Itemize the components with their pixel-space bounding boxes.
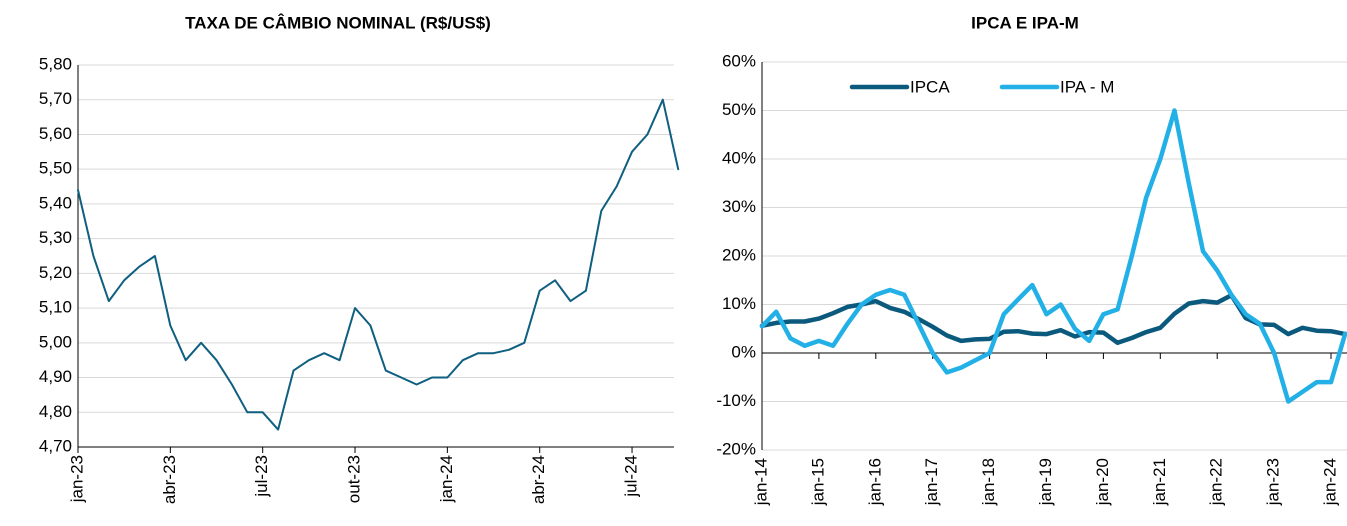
y-tick-label: -20% <box>716 439 756 458</box>
x-tick-label: jan-24 <box>1320 458 1339 506</box>
y-tick-label: 4,70 <box>39 436 72 455</box>
x-tick-label: jul-23 <box>252 455 271 498</box>
y-tick-label: 5,00 <box>39 332 72 351</box>
x-tick-label: jan-15 <box>808 458 827 506</box>
x-tick-label: jan-21 <box>1150 458 1169 506</box>
y-tick-label: 5,20 <box>39 263 72 282</box>
y-tick-label: 5,50 <box>39 159 72 178</box>
x-tick-label: jan-23 <box>67 455 86 503</box>
y-tick-label: 5,60 <box>39 124 72 143</box>
x-tick-label: abr-24 <box>529 455 548 504</box>
y-tick-label: 50% <box>722 100 756 119</box>
x-tick-label: jan-24 <box>437 455 456 503</box>
y-tick-label: 5,10 <box>39 298 72 317</box>
y-tick-label: 5,70 <box>39 89 72 108</box>
x-tick-label: jan-20 <box>1093 458 1112 506</box>
x-tick-label: abr-23 <box>160 455 179 504</box>
x-tick-label: jan-17 <box>922 458 941 506</box>
y-tick-label: 40% <box>722 148 756 167</box>
y-tick-label: 5,30 <box>39 228 72 247</box>
legend-label: IPA - M <box>1060 77 1114 96</box>
chart-title: IPCA E IPA-M <box>971 13 1079 32</box>
y-tick-label: 10% <box>722 294 756 313</box>
y-tick-label: 0% <box>731 342 756 361</box>
legend-label: IPCA <box>910 77 950 96</box>
y-tick-label: 4,80 <box>39 402 72 421</box>
y-tick-label: 60% <box>722 51 756 70</box>
y-tick-label: 5,80 <box>39 54 72 73</box>
y-tick-label: 30% <box>722 197 756 216</box>
x-tick-label: jan-19 <box>1036 458 1055 506</box>
x-tick-label: jul-24 <box>622 455 641 498</box>
x-tick-label: jan-22 <box>1207 458 1226 506</box>
line-series <box>759 108 1347 404</box>
y-tick-label: 5,40 <box>39 193 72 212</box>
y-tick-label: 20% <box>722 245 756 264</box>
x-tick-label: jan-23 <box>1264 458 1283 506</box>
y-tick-label: -10% <box>716 391 756 410</box>
chart-title: TAXA DE CÂMBIO NOMINAL (R$/US$) <box>185 13 491 32</box>
x-tick-label: jan-16 <box>865 458 884 506</box>
y-tick-label: 4,90 <box>39 367 72 386</box>
x-tick-label: jan-14 <box>751 458 770 506</box>
x-tick-label: out-23 <box>345 455 364 503</box>
line-series <box>77 98 680 431</box>
x-tick-label: jan-18 <box>979 458 998 506</box>
